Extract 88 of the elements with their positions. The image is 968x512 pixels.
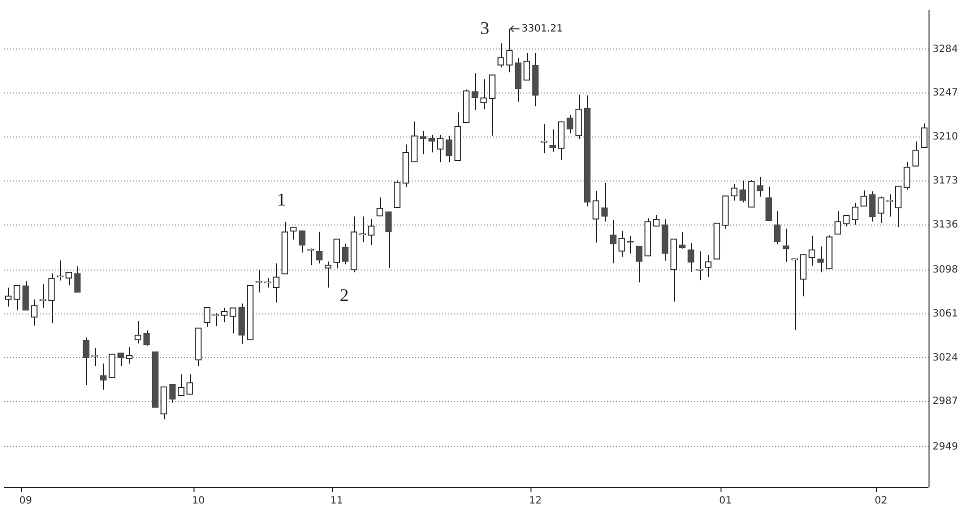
candlestick (324, 261, 332, 288)
y-tick-label: 3173 (932, 175, 958, 186)
annotation: 3301.21 (521, 23, 563, 34)
candlestick (730, 183, 738, 202)
candlestick (601, 182, 608, 222)
candlestick (342, 243, 349, 265)
candlestick (100, 363, 107, 390)
candlestick (91, 348, 98, 366)
candlestick (756, 176, 764, 198)
candlestick (472, 72, 478, 111)
candlestick (204, 306, 210, 328)
candlestick (688, 242, 694, 272)
candlestick (272, 262, 280, 303)
candlestick (618, 230, 626, 258)
candlestick (14, 284, 20, 311)
y-tick-label: 3024 (932, 352, 958, 364)
candlestick (774, 210, 781, 245)
y-tick-label: 3098 (932, 264, 958, 276)
candlestick (886, 194, 893, 218)
candlestick (82, 336, 90, 386)
candlestick (385, 211, 392, 269)
x-tick-label: 01 (719, 496, 732, 507)
candlestick (74, 266, 81, 293)
candlestick (376, 196, 384, 216)
candlestick (186, 374, 194, 395)
candlestick (143, 330, 150, 346)
candlestick (523, 52, 530, 81)
candlestick (800, 254, 807, 297)
candlestick (549, 128, 556, 152)
candlestick (852, 202, 858, 226)
candlestick (808, 235, 816, 266)
y-tick-label: 3284 (932, 44, 958, 55)
annotation: 1 (276, 190, 286, 210)
candlestick (610, 220, 616, 264)
annotation: 2 (340, 284, 349, 305)
y-tick-label: 3136 (932, 219, 958, 230)
candlestick (178, 374, 184, 396)
candlestick (290, 226, 297, 240)
candlestick (488, 74, 496, 136)
candlestick (860, 190, 868, 207)
candlestick (22, 280, 29, 311)
candlestick (704, 254, 712, 278)
candlestick (739, 180, 746, 203)
candlestick (48, 272, 55, 324)
annotation: 3 (480, 18, 490, 38)
x-tick-label: 02 (874, 496, 888, 507)
x-tick-label: 09 (19, 496, 32, 507)
candlestick (480, 78, 487, 110)
candlestick (653, 214, 660, 227)
candlestick (894, 186, 902, 228)
candlestick (498, 42, 504, 68)
y-tick-label: 3061 (932, 308, 958, 320)
candlestick (4, 287, 12, 308)
candlestick (636, 246, 642, 283)
candlestick (298, 230, 306, 254)
candlestick (878, 196, 884, 224)
x-tick-label: 11 (330, 496, 344, 507)
candlestick (65, 272, 72, 286)
candlestick (230, 307, 236, 334)
candlestick (56, 260, 64, 282)
y-tick-label: 3210 (932, 132, 958, 143)
x-tick-label: 10 (192, 496, 205, 507)
candlestick (817, 246, 824, 273)
candlestick (169, 384, 176, 404)
candlestick (30, 299, 38, 326)
candlestick (782, 228, 790, 262)
candlestick (904, 162, 910, 190)
x-tick-label: 12 (529, 496, 542, 507)
candlestick (117, 352, 124, 366)
y-tick-label: 2987 (932, 396, 958, 408)
candlestick (316, 231, 323, 264)
candlestick (420, 130, 426, 155)
y-tick-label: 2949 (932, 441, 958, 452)
candlestick (765, 186, 772, 222)
candlestick (333, 238, 340, 269)
candlestick (437, 134, 444, 163)
y-tick-label: 3247 (932, 88, 958, 99)
candlestick (869, 190, 876, 222)
candlestick (368, 218, 375, 246)
candlestick (678, 232, 686, 250)
candlestick (221, 307, 228, 323)
candlestick (834, 210, 842, 235)
candlestick (912, 140, 919, 167)
candlestick (212, 312, 220, 327)
candlestick (446, 135, 452, 163)
candlestick (134, 320, 142, 344)
candlestick (592, 190, 600, 244)
candlestick (566, 114, 574, 134)
